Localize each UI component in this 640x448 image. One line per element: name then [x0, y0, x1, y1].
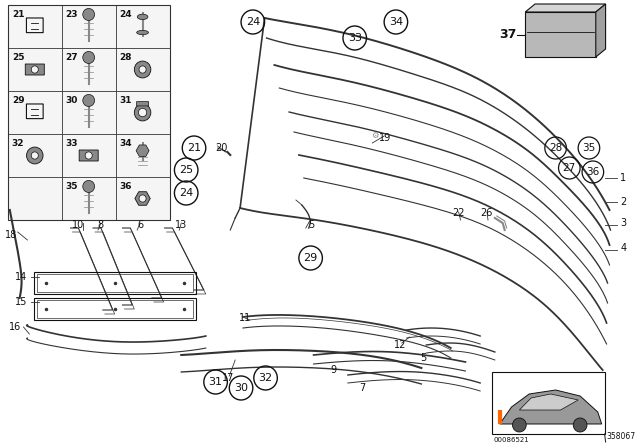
- Text: 7: 7: [360, 383, 365, 393]
- Text: 9: 9: [330, 365, 336, 375]
- Text: 33: 33: [66, 139, 78, 148]
- Text: 5: 5: [308, 220, 314, 230]
- Text: 12: 12: [394, 340, 406, 350]
- Text: 11: 11: [239, 313, 251, 323]
- Circle shape: [31, 152, 38, 159]
- Text: 25: 25: [179, 165, 193, 175]
- FancyBboxPatch shape: [25, 64, 44, 75]
- Text: 37: 37: [499, 28, 516, 41]
- Polygon shape: [500, 390, 602, 424]
- Bar: [492, 372, 605, 434]
- FancyBboxPatch shape: [136, 102, 148, 106]
- Text: 10: 10: [72, 220, 84, 230]
- Text: 30: 30: [234, 383, 248, 393]
- Circle shape: [83, 9, 95, 21]
- Circle shape: [83, 181, 95, 193]
- Ellipse shape: [137, 14, 148, 20]
- Text: 32: 32: [12, 139, 24, 148]
- Text: 31: 31: [120, 96, 132, 105]
- Polygon shape: [596, 4, 605, 57]
- Text: 34: 34: [120, 139, 132, 148]
- Text: 6: 6: [137, 220, 143, 230]
- Text: 30: 30: [66, 96, 78, 105]
- Bar: [8, 5, 170, 220]
- Text: 36: 36: [586, 167, 600, 177]
- Polygon shape: [525, 4, 605, 12]
- Text: 14: 14: [15, 272, 28, 282]
- Text: 8: 8: [98, 220, 104, 230]
- Text: 26: 26: [480, 208, 492, 218]
- Text: 32: 32: [259, 373, 273, 383]
- Text: 15: 15: [15, 297, 28, 307]
- Polygon shape: [519, 394, 578, 410]
- Text: 23: 23: [66, 10, 78, 19]
- Text: 35: 35: [582, 143, 596, 153]
- Text: 20: 20: [216, 143, 228, 153]
- Text: 28: 28: [549, 143, 563, 153]
- Circle shape: [26, 147, 43, 164]
- Text: 34: 34: [389, 17, 403, 27]
- Text: 2: 2: [620, 197, 627, 207]
- Polygon shape: [136, 145, 149, 156]
- Text: 16: 16: [10, 322, 22, 332]
- Text: 27: 27: [563, 163, 576, 173]
- Text: 19: 19: [380, 133, 392, 143]
- Text: 29: 29: [12, 96, 24, 105]
- Circle shape: [31, 66, 38, 73]
- Circle shape: [83, 52, 95, 64]
- Text: 21: 21: [187, 143, 201, 153]
- Text: 21: 21: [12, 10, 24, 19]
- Text: 5: 5: [420, 353, 426, 363]
- Text: 22: 22: [452, 208, 465, 218]
- Circle shape: [83, 95, 95, 107]
- Circle shape: [134, 61, 151, 78]
- Text: 25: 25: [12, 53, 24, 62]
- Text: 33: 33: [348, 33, 362, 43]
- Ellipse shape: [137, 30, 148, 34]
- Text: 00086521: 00086521: [494, 437, 530, 443]
- Text: 29: 29: [303, 253, 318, 263]
- Text: 1: 1: [620, 173, 627, 183]
- Circle shape: [139, 195, 146, 202]
- Text: 24: 24: [120, 10, 132, 19]
- Text: ⚙: ⚙: [372, 130, 379, 139]
- FancyBboxPatch shape: [525, 12, 596, 57]
- Text: 13: 13: [175, 220, 188, 230]
- Text: 17: 17: [222, 373, 234, 383]
- Text: 18: 18: [5, 230, 18, 240]
- Text: 36: 36: [120, 182, 132, 191]
- Text: 4: 4: [620, 243, 627, 253]
- Circle shape: [573, 418, 587, 432]
- Text: 35: 35: [66, 182, 78, 191]
- Text: 24: 24: [246, 17, 260, 27]
- Circle shape: [134, 104, 151, 121]
- Text: 28: 28: [120, 53, 132, 62]
- Circle shape: [138, 108, 147, 117]
- FancyBboxPatch shape: [79, 150, 98, 161]
- Text: 24: 24: [179, 188, 193, 198]
- Text: 358067: 358067: [607, 432, 636, 441]
- Text: 3: 3: [620, 218, 627, 228]
- Polygon shape: [135, 192, 150, 205]
- Circle shape: [139, 66, 146, 73]
- Text: 27: 27: [66, 53, 78, 62]
- Circle shape: [85, 152, 92, 159]
- Text: 31: 31: [209, 377, 223, 387]
- Circle shape: [513, 418, 526, 432]
